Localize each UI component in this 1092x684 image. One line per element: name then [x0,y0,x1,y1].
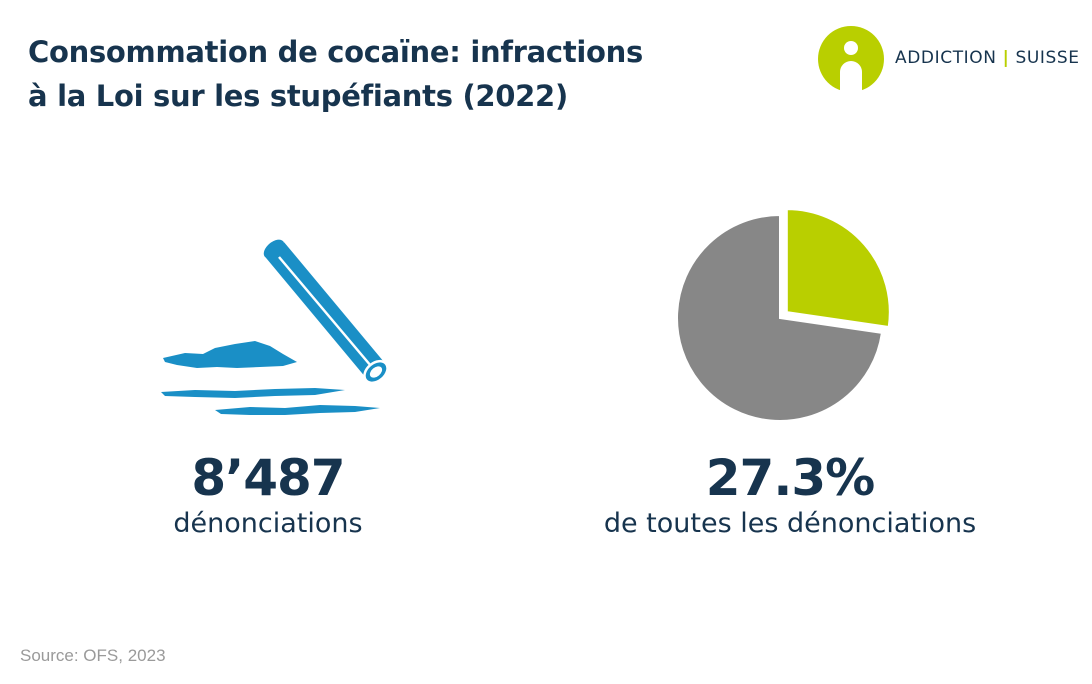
share-value: 27.3% [705,449,875,507]
count-value: 8’487 [191,449,345,507]
logo-text-right: SUISSE [1015,48,1080,68]
page-title: Consommation de cocaïne: infractions à l… [28,30,808,118]
count-label: dénonciations [173,508,363,539]
powder-line-1 [161,388,345,398]
powder-line-2 [215,405,380,415]
logo-text-left: ADDICTION [895,48,997,68]
pie-slice-1 [785,208,891,329]
logo-wordmark: ADDICTION | SUISSE [895,48,1080,68]
title-line-1: Consommation de cocaïne: infractions [28,35,643,69]
share-stat: 27.3% de toutes les dénonciations [560,450,1020,542]
source-note: Source: OFS, 2023 [20,646,166,665]
addiction-suisse-logo-icon [818,26,884,92]
powder-pile [163,341,297,368]
straw-shape [263,239,389,385]
pie-slice-2 [676,213,884,422]
pie-chart [676,208,891,422]
cocaine-line-straw-icon [161,239,389,415]
share-label: de toutes les dénonciations [603,508,977,539]
count-stat: 8’487 dénonciations [128,450,408,542]
addiction-suisse-logo: ADDICTION | SUISSE [818,26,1080,92]
logo-separator: | [1002,48,1010,68]
title-line-2: à la Loi sur les stupéfiants (2022) [28,79,568,113]
